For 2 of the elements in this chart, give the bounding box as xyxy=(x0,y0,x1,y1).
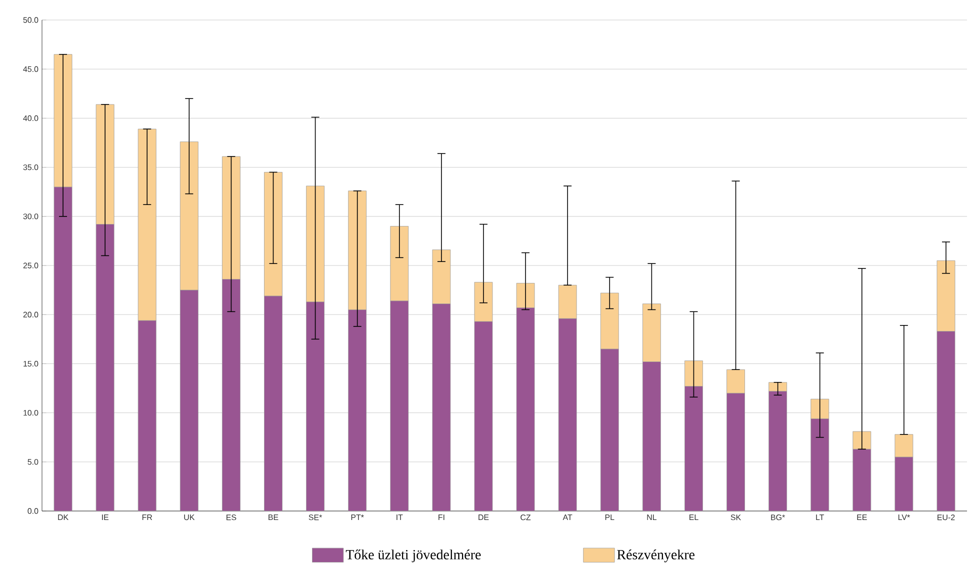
legend-label: Részvényekre xyxy=(617,550,694,562)
legend-label: Tőke üzleti jövedelmére xyxy=(346,550,481,562)
